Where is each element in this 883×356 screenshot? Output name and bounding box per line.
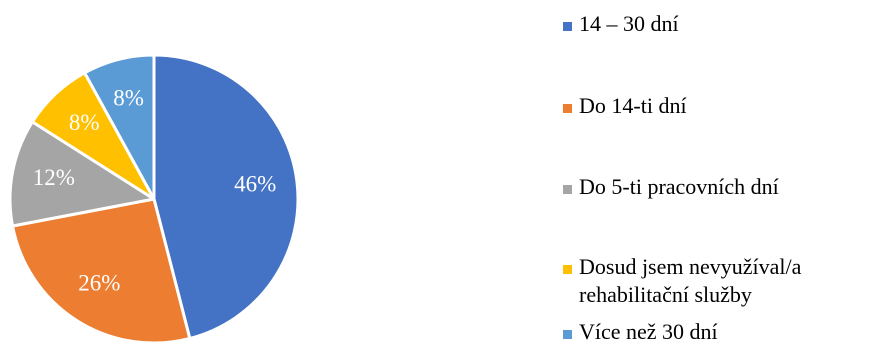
legend-item-vice-nez-30-dni: Více než 30 dní (563, 318, 718, 346)
legend-item-dosud-nevyuzival: Dosud jsem nevyužíval/a rehabilitační sl… (563, 253, 801, 309)
legend-swatch-do-14-ti-dni (563, 104, 572, 113)
chart-legend: 14 – 30 dní Do 14-ti dní Do 5-ti pracovn… (563, 0, 883, 356)
legend-label-do-5-ti-pracovnich-dni: Do 5-ti pracovních dní (579, 174, 779, 199)
pie-slice-vice-nez-30-dni (83, 53, 156, 201)
legend-swatch-dosud-nevyuzival (563, 265, 572, 274)
pie-slices (8, 53, 300, 345)
legend-label-dosud-nevyuzival: Dosud jsem nevyužíval/a rehabilitační sl… (579, 254, 802, 307)
pie-labels: 46% 26% 12% 8% 8% (33, 85, 277, 295)
legend-label-vice-nez-30-dni: Více než 30 dní (579, 319, 718, 344)
legend-swatch-vice-nez-30-dni (563, 330, 572, 339)
data-label-do-5-ti-pracovnich-dni: 12% (33, 165, 75, 190)
pie-slice-do-14-ti-dni (11, 197, 192, 345)
pie-slice-14-30-dni (152, 53, 300, 340)
data-label-14-30-dni: 46% (234, 171, 276, 196)
legend-swatch-14-30-dni (563, 22, 572, 31)
legend-item-do-5-ti-pracovnich-dni: Do 5-ti pracovních dní (563, 173, 779, 201)
legend-label-do-14-ti-dni: Do 14-ti dní (579, 93, 687, 118)
legend-swatch-do-5-ti-pracovnich-dni (563, 185, 572, 194)
legend-label-14-30-dni: 14 – 30 dní (579, 11, 679, 36)
legend-item-14-30-dni: 14 – 30 dní (563, 10, 679, 38)
data-label-dosud-nevyuzival: 8% (69, 110, 100, 135)
data-label-vice-nez-30-dni: 8% (113, 85, 144, 110)
data-label-do-14-ti-dni: 26% (78, 270, 120, 295)
legend-item-do-14-ti-dni: Do 14-ti dní (563, 92, 687, 120)
pie-slice-do-5-ti-pracovnich-dni (8, 120, 156, 228)
